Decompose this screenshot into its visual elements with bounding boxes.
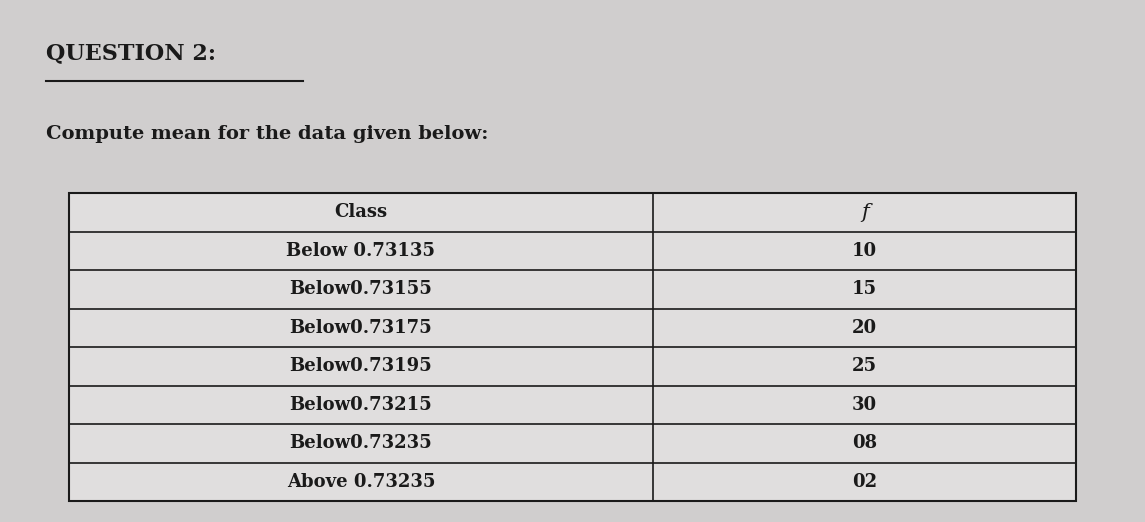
Text: 10: 10 bbox=[852, 242, 877, 260]
Text: QUESTION 2:: QUESTION 2: bbox=[46, 42, 215, 64]
Text: Below0.73215: Below0.73215 bbox=[290, 396, 433, 414]
Text: 25: 25 bbox=[852, 358, 877, 375]
Text: Below0.73155: Below0.73155 bbox=[290, 280, 433, 299]
Text: Below0.73195: Below0.73195 bbox=[290, 358, 433, 375]
Text: 20: 20 bbox=[852, 319, 877, 337]
Text: Below0.73235: Below0.73235 bbox=[290, 434, 433, 453]
Text: Class: Class bbox=[334, 204, 387, 221]
Text: 15: 15 bbox=[852, 280, 877, 299]
Text: Compute mean for the data given below:: Compute mean for the data given below: bbox=[46, 125, 488, 143]
Text: 30: 30 bbox=[852, 396, 877, 414]
Text: Below0.73175: Below0.73175 bbox=[290, 319, 433, 337]
Text: Above 0.73235: Above 0.73235 bbox=[286, 473, 435, 491]
Bar bbox=[69, 193, 1076, 501]
Text: 08: 08 bbox=[852, 434, 877, 453]
Text: f: f bbox=[861, 203, 869, 222]
Text: 02: 02 bbox=[852, 473, 877, 491]
Text: Below 0.73135: Below 0.73135 bbox=[286, 242, 435, 260]
